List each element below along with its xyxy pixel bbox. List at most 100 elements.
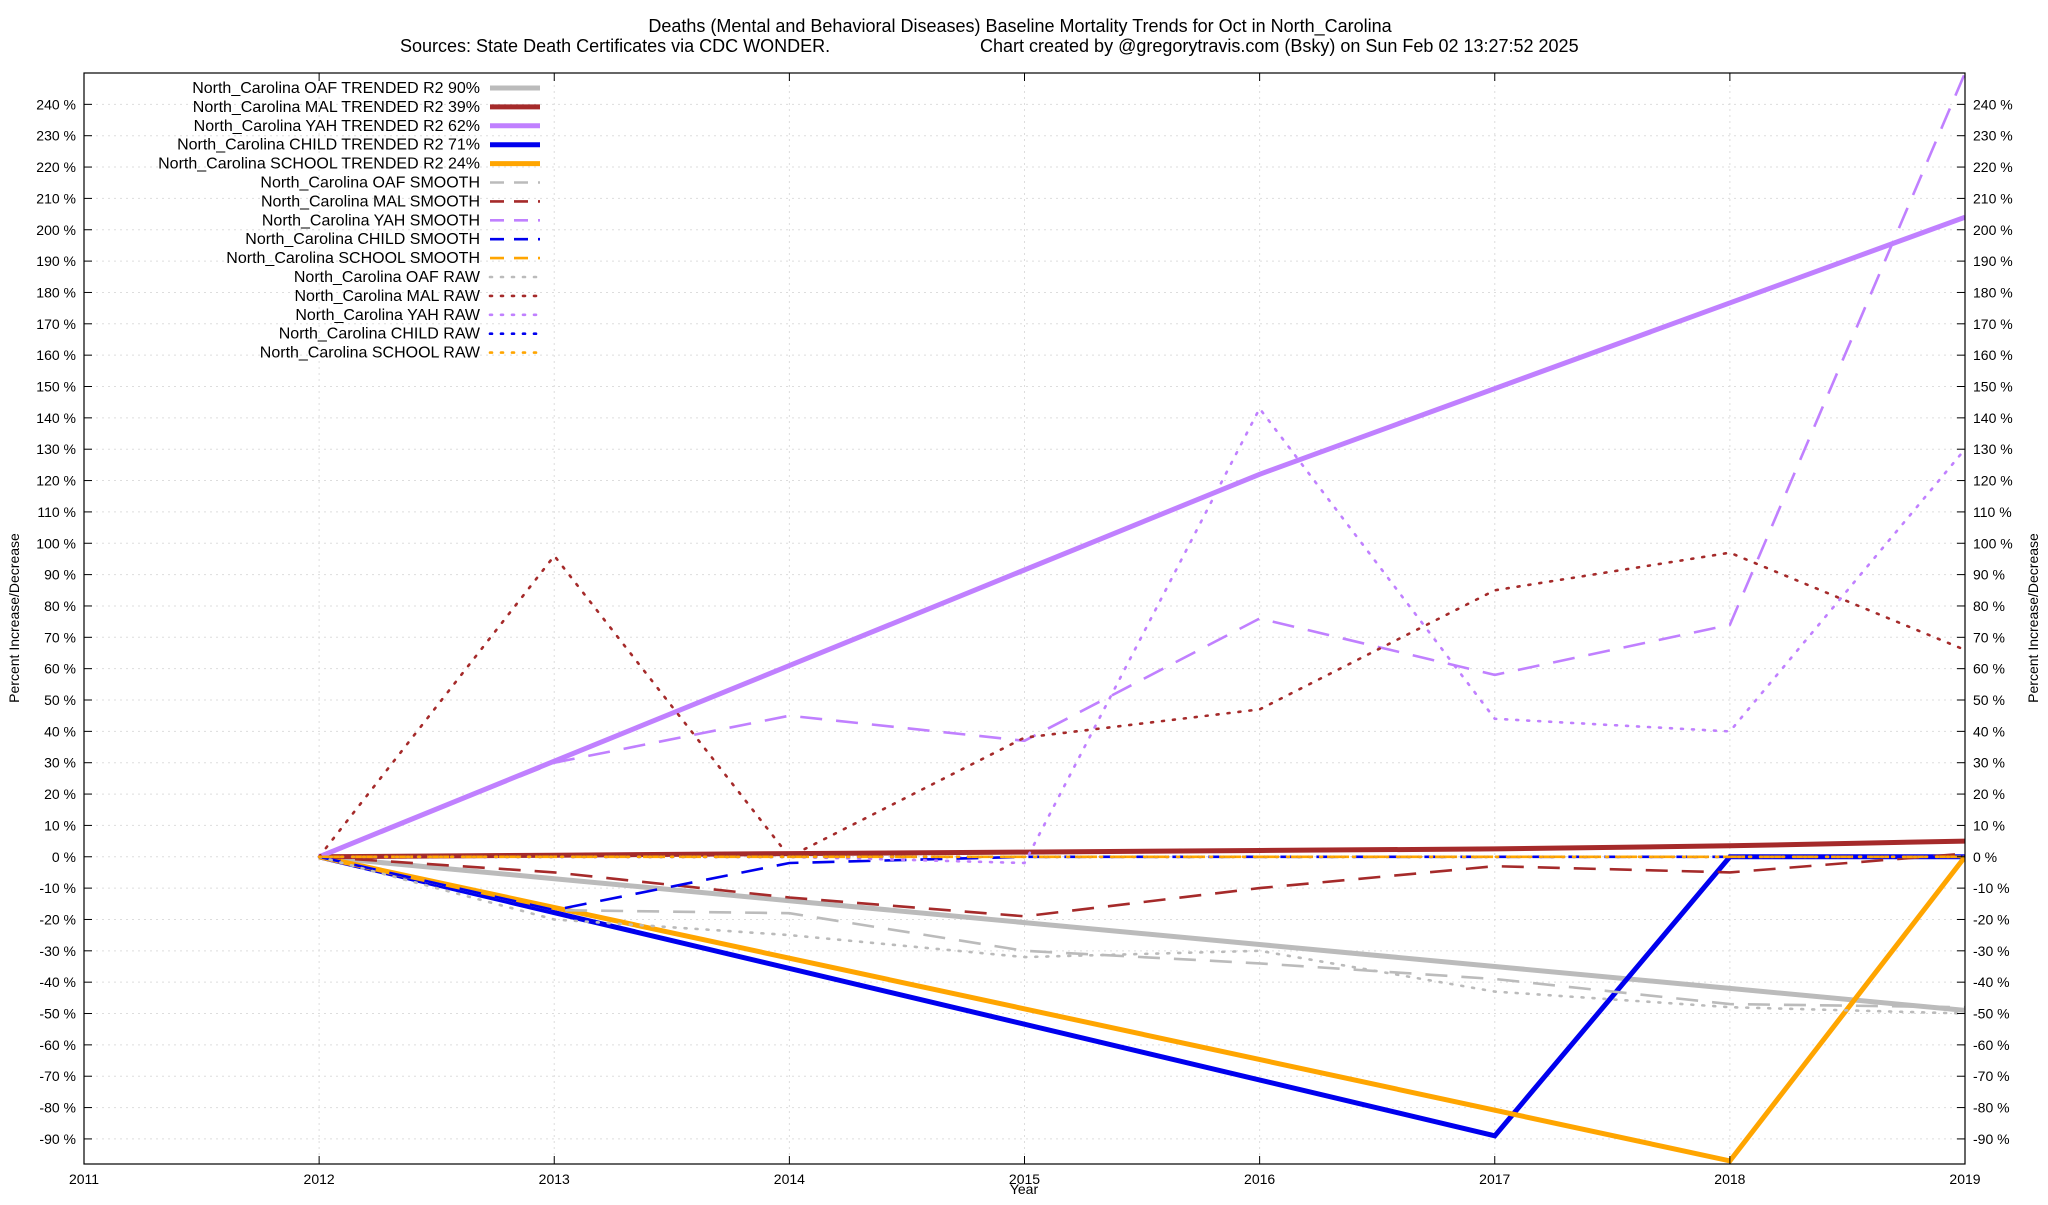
y-tick-label-right: 20 % xyxy=(1973,786,2005,802)
legend-label-10: North_Carolina OAF RAW xyxy=(294,269,481,286)
chart-subtitle-credit: Chart created by @gregorytravis.com (Bsk… xyxy=(980,36,1579,56)
series-layer xyxy=(317,73,1965,1164)
x-tick-label: 2012 xyxy=(304,1171,335,1187)
y-tick-label-right: 80 % xyxy=(1973,598,2005,614)
legend-label-8: North_Carolina CHILD SMOOTH xyxy=(245,231,480,248)
y-tick-label-left: -70 % xyxy=(39,1068,76,1084)
series-line-6 xyxy=(319,852,1965,918)
y-tick-label-right: 90 % xyxy=(1973,567,2005,583)
y-tick-label-right: 0 % xyxy=(1973,849,1997,865)
x-tick-label: 2011 xyxy=(69,1171,99,1187)
y-tick-label-right: 140 % xyxy=(1973,410,2013,426)
legend-label-11: North_Carolina MAL RAW xyxy=(294,288,480,305)
series-line-11 xyxy=(317,551,1965,859)
y-tick-label-left: -50 % xyxy=(39,1006,76,1022)
y-tick-label-left: -80 % xyxy=(39,1100,76,1116)
x-tick-label: 2014 xyxy=(774,1171,805,1187)
y-tick-label-left: 100 % xyxy=(36,535,76,551)
y-tick-label-left: 90 % xyxy=(44,567,76,583)
y-tick-label-left: 0 % xyxy=(52,849,76,865)
y-tick-label-right: -30 % xyxy=(1973,943,2010,959)
y-tick-label-right: -90 % xyxy=(1973,1131,2010,1147)
y-tick-label-left: -10 % xyxy=(39,880,76,896)
y-tick-label-left: 240 % xyxy=(36,96,76,112)
y-tick-label-left: -30 % xyxy=(39,943,76,959)
y-tick-label-right: -60 % xyxy=(1973,1037,2010,1053)
y-tick-label-right: -40 % xyxy=(1973,974,2010,990)
legend-label-3: North_Carolina CHILD TRENDED R2 71% xyxy=(177,137,480,154)
y-tick-label-right: -10 % xyxy=(1973,880,2010,896)
series-line-12 xyxy=(317,406,1965,865)
y-axis-label-left: Percent Increase/Decrease xyxy=(6,533,22,703)
y-tick-label-left: 140 % xyxy=(36,410,76,426)
series-line-3 xyxy=(318,854,1965,1139)
y-tick-label-left: 200 % xyxy=(36,222,76,238)
legend-label-7: North_Carolina YAH SMOOTH xyxy=(262,212,480,229)
y-tick-label-right: -80 % xyxy=(1973,1100,2010,1116)
legend-label-12: North_Carolina YAH RAW xyxy=(295,307,481,324)
y-tick-label-right: 10 % xyxy=(1973,817,2005,833)
y-tick-label-right: 240 % xyxy=(1973,96,2013,112)
y-tick-label-right: 220 % xyxy=(1973,159,2013,175)
legend-label-2: North_Carolina YAH TRENDED R2 62% xyxy=(194,118,480,135)
y-tick-label-left: 20 % xyxy=(44,786,76,802)
y-tick-label-left: 110 % xyxy=(37,504,76,520)
y-tick-label-left: 150 % xyxy=(36,379,76,395)
x-axis-label: Year xyxy=(1010,1181,1039,1197)
legend-label-6: North_Carolina MAL SMOOTH xyxy=(261,193,480,210)
y-tick-label-left: -40 % xyxy=(39,974,76,990)
x-tick-label: 2017 xyxy=(1479,1171,1510,1187)
y-tick-label-right: 230 % xyxy=(1973,128,2013,144)
y-tick-label-left: 230 % xyxy=(36,128,76,144)
legend: North_Carolina OAF TRENDED R2 90% North_C… xyxy=(158,80,542,362)
y-tick-label-right: 60 % xyxy=(1973,661,2005,677)
y-tick-label-right: -70 % xyxy=(1973,1068,2010,1084)
y-tick-label-right: 120 % xyxy=(1973,473,2013,489)
legend-label-4: North_Carolina SCHOOL TRENDED R2 24% xyxy=(158,156,480,173)
y-axis-label-right: Percent Increase/Decrease xyxy=(2025,533,2041,703)
legend-label-5: North_Carolina OAF SMOOTH xyxy=(260,175,480,192)
legend-label-13: North_Carolina CHILD RAW xyxy=(279,326,481,343)
y-tick-label-right: 70 % xyxy=(1973,629,2005,645)
series-line-0 xyxy=(318,854,1965,1013)
y-tick-label-left: 30 % xyxy=(44,755,76,771)
x-tick-label: 2013 xyxy=(539,1171,570,1187)
series-line-10 xyxy=(317,855,1965,1015)
y-tick-label-right: -20 % xyxy=(1973,911,2010,927)
y-tick-label-right: 50 % xyxy=(1973,692,2005,708)
y-tick-label-left: 170 % xyxy=(36,316,76,332)
chart-title: Deaths (Mental and Behavioral Diseases) … xyxy=(648,16,1392,37)
y-tick-label-right: 130 % xyxy=(1973,441,2013,457)
series-line-4 xyxy=(318,854,1965,1164)
y-tick-label-right: 180 % xyxy=(1973,284,2013,300)
y-tick-label-left: -60 % xyxy=(39,1037,76,1053)
y-tick-label-right: 190 % xyxy=(1973,253,2013,269)
y-tick-label-left: 70 % xyxy=(44,629,76,645)
axis-ticks: -90 % -90 % -80 % -80 % -70 % -70 % -60 % -60 %… xyxy=(36,73,2013,1187)
y-tick-label-right: 100 % xyxy=(1973,535,2013,551)
y-tick-label-left: 220 % xyxy=(36,159,76,175)
series-line-7 xyxy=(318,73,1965,859)
y-tick-label-left: 120 % xyxy=(36,473,76,489)
y-tick-label-left: 180 % xyxy=(36,284,76,300)
legend-label-1: North_Carolina MAL TRENDED R2 39% xyxy=(193,99,480,116)
series-line-2 xyxy=(318,214,1965,860)
y-tick-label-left: 160 % xyxy=(36,347,76,363)
y-tick-label-right: 30 % xyxy=(1973,755,2005,771)
y-tick-label-left: 80 % xyxy=(44,598,76,614)
series-line-1 xyxy=(319,838,1965,860)
y-tick-label-right: -50 % xyxy=(1973,1006,2010,1022)
y-tick-label-left: 10 % xyxy=(44,817,76,833)
x-tick-label: 2016 xyxy=(1244,1171,1275,1187)
x-tick-label: 2018 xyxy=(1714,1171,1745,1187)
x-tick-label: 2015 xyxy=(1009,1171,1040,1187)
legend-label-14: North_Carolina SCHOOL RAW xyxy=(260,345,481,362)
y-tick-label-left: 50 % xyxy=(44,692,76,708)
chart-subtitle-sources: Sources: State Death Certificates via CD… xyxy=(400,36,830,56)
y-tick-label-left: 40 % xyxy=(44,723,76,739)
y-tick-label-left: 60 % xyxy=(44,661,76,677)
y-tick-label-right: 210 % xyxy=(1973,190,2013,206)
y-tick-label-right: 110 % xyxy=(1973,504,2012,520)
